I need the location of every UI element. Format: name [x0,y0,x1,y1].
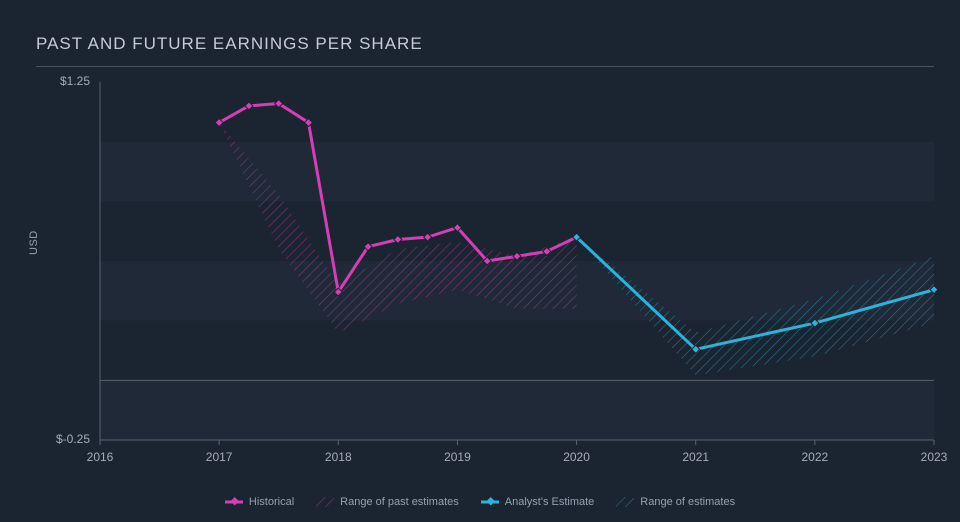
legend: Historical Range of past estimates Analy… [0,496,960,508]
x-tick-label: 2016 [75,450,125,464]
x-tick-label: 2017 [194,450,244,464]
x-tick-label: 2018 [313,450,363,464]
chart-svg [0,0,960,522]
legend-historical-label: Historical [249,496,294,508]
legend-past-range-label: Range of past estimates [340,496,459,508]
legend-estimate-label: Analyst's Estimate [505,496,595,508]
legend-past-range: Range of past estimates [316,496,459,508]
legend-estimate: Analyst's Estimate [481,496,595,508]
x-tick-label: 2022 [790,450,840,464]
x-tick-label: 2020 [552,450,602,464]
legend-historical: Historical [225,496,294,508]
legend-est-range: Range of estimates [616,496,735,508]
legend-est-range-label: Range of estimates [640,496,735,508]
chart-container: PAST AND FUTURE EARNINGS PER SHARE USD $… [0,0,960,522]
x-tick-label: 2021 [671,450,721,464]
y-tick-label: $-0.25 [30,432,90,446]
x-tick-label: 2023 [909,450,959,464]
y-tick-label: $1.25 [30,74,90,88]
x-tick-label: 2019 [432,450,482,464]
